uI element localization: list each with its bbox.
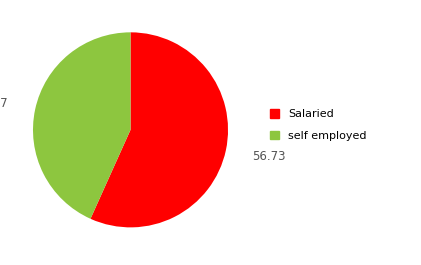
Legend: Salaried, self employed: Salaried, self employed <box>270 109 366 141</box>
Text: 56.73: 56.73 <box>253 149 286 162</box>
Text: 43.27: 43.27 <box>0 97 8 110</box>
Wedge shape <box>91 32 228 227</box>
Wedge shape <box>33 32 131 219</box>
